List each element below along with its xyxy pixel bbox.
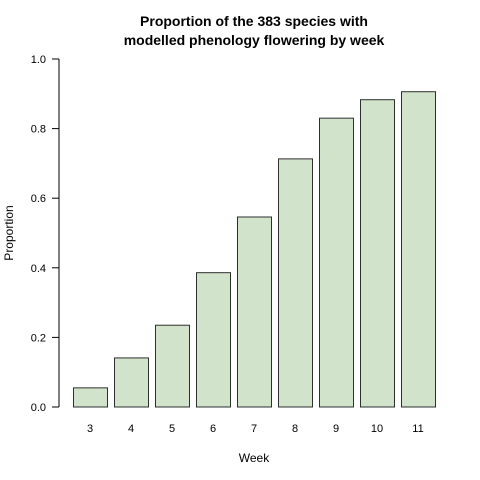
x-tick-label: 3	[87, 423, 93, 435]
y-tick-label: 0.4	[31, 263, 46, 275]
y-tick-label: 0.8	[31, 124, 46, 136]
x-tick-label: 4	[128, 423, 134, 435]
bar-week-3	[73, 387, 108, 408]
x-axis-label: Week	[239, 451, 270, 465]
chart-title-line-1: Proportion of the 383 species with	[140, 13, 368, 29]
x-tick-label: 5	[169, 423, 175, 435]
x-tick-label: 6	[210, 423, 216, 435]
bar-week-4	[114, 357, 149, 408]
y-tick-label: 1.0	[31, 54, 46, 66]
bars-group	[73, 91, 436, 408]
bar-week-7	[237, 216, 272, 408]
bar-week-6	[196, 272, 231, 408]
bar-week-9	[319, 117, 354, 408]
bar-week-11	[401, 91, 436, 408]
x-tick-label: 10	[371, 423, 383, 435]
y-tick-label: 0.2	[31, 332, 46, 344]
bar-week-5	[155, 324, 190, 408]
x-tick-label: 11	[412, 423, 423, 435]
x-tick-label: 9	[333, 423, 339, 435]
bar-week-8	[278, 158, 313, 408]
x-tick-label: 7	[251, 423, 257, 435]
x-tick-labels: 3 4 5 6 7 8 9 10 11	[87, 423, 424, 435]
x-tick-label: 8	[292, 423, 298, 435]
bar-week-10	[360, 99, 395, 408]
y-tick-label: 0.6	[31, 193, 46, 205]
y-tick-label: 0.0	[31, 402, 46, 414]
y-axis: 0.0 0.2 0.4 0.6 0.8 1.0	[31, 54, 60, 414]
chart-title-line-2: modelled phenology flowering by week	[124, 32, 385, 48]
y-axis-label: Proportion	[2, 205, 16, 260]
